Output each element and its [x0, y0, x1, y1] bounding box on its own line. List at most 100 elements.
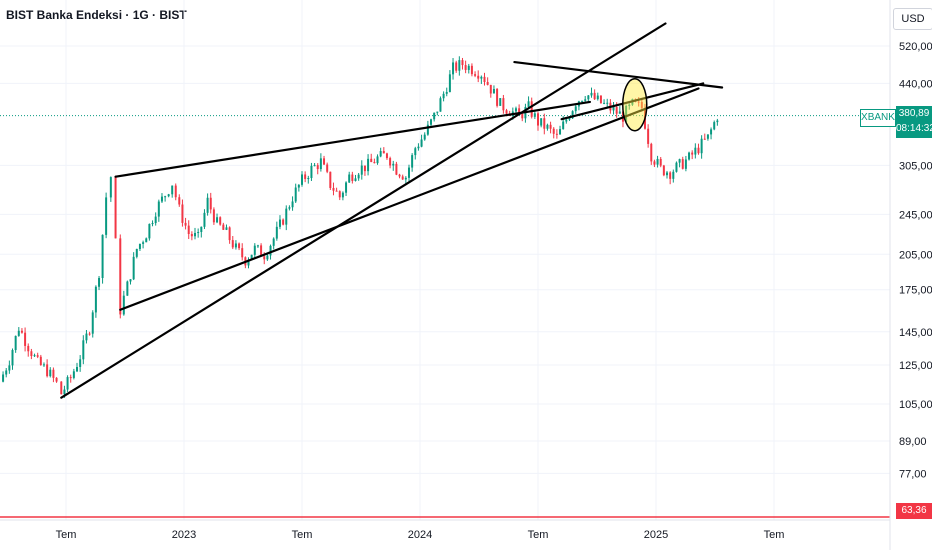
- candle-body: [187, 225, 190, 235]
- currency-selector[interactable]: USD: [893, 8, 932, 30]
- candle-body: [496, 89, 499, 106]
- candle-body: [310, 165, 313, 179]
- candle-body: [675, 162, 678, 172]
- candle-body: [565, 119, 568, 122]
- candle-body: [647, 128, 650, 144]
- price-axis[interactable]: 520,00 440,00 305,00 245,00 205,00 175,00 145,…: [889, 0, 932, 550]
- candle-body: [650, 143, 653, 162]
- candle-body: [716, 120, 719, 123]
- y-tick-label: 305,00: [899, 160, 932, 172]
- candle-body: [20, 330, 23, 333]
- candle-body: [593, 92, 596, 100]
- candle-body: [430, 119, 433, 125]
- candle-body: [357, 174, 360, 179]
- candle-body: [60, 381, 63, 395]
- candle-body: [297, 184, 300, 188]
- candle-body: [618, 111, 621, 114]
- candle-body: [694, 147, 697, 155]
- chart-title: BIST Banka Endeksi · 1G · BIST: [6, 8, 187, 22]
- candle-body: [653, 161, 656, 165]
- candle-body: [157, 201, 160, 217]
- candle-body: [11, 350, 14, 366]
- candle-body: [373, 162, 376, 164]
- candle-body: [606, 102, 609, 104]
- candle-body: [640, 101, 643, 108]
- candle-body: [154, 216, 157, 224]
- candle-body: [615, 107, 618, 114]
- candle-body: [706, 134, 709, 139]
- candle-body: [178, 197, 181, 205]
- candle-body: [222, 224, 225, 230]
- candle-body: [555, 133, 558, 135]
- x-tick-label: 2025: [644, 529, 668, 541]
- candle-body: [543, 118, 546, 129]
- candle-body: [385, 153, 388, 159]
- y-tick-label: 245,00: [899, 209, 932, 221]
- x-tick-label: Tem: [56, 529, 77, 541]
- candle-body: [448, 74, 451, 92]
- candle-body: [72, 371, 75, 378]
- candle-body: [167, 194, 170, 197]
- candle-body: [533, 113, 536, 117]
- candle-body: [502, 98, 505, 111]
- candle-body: [574, 106, 577, 112]
- candle-body: [197, 232, 200, 234]
- candle-body: [206, 197, 209, 213]
- candle-body: [423, 134, 426, 140]
- candle-body: [301, 174, 303, 185]
- candle-body: [5, 370, 8, 375]
- last-price-badge: 380,89 08:14:32: [896, 106, 932, 138]
- candle-body: [666, 172, 669, 176]
- candle-body: [8, 365, 11, 371]
- candle-body: [55, 377, 58, 382]
- y-tick-label: 205,00: [899, 249, 932, 261]
- candle-body: [260, 245, 263, 257]
- candle-body: [691, 152, 694, 155]
- candle-body: [203, 212, 206, 227]
- trendlines: [60, 22, 724, 399]
- candle-body: [304, 174, 307, 179]
- candle-body: [407, 167, 410, 178]
- candle-body: [247, 259, 250, 266]
- candle-body: [637, 101, 640, 103]
- candle-body: [174, 185, 177, 198]
- candle-body: [228, 227, 231, 241]
- candle-body: [241, 248, 244, 258]
- candle-body: [291, 201, 294, 208]
- candle-body: [348, 174, 351, 183]
- candle-body: [395, 163, 398, 175]
- candle-body: [458, 60, 461, 71]
- candle-body: [332, 187, 335, 191]
- candle-body: [404, 177, 407, 180]
- candle-body: [184, 222, 187, 226]
- candle-body: [376, 156, 379, 164]
- candle-body: [219, 217, 222, 225]
- candle-body: [52, 369, 55, 378]
- candle-body: [253, 245, 256, 255]
- y-tick-label: 440,00: [899, 78, 932, 90]
- highlight-ellipse: [622, 77, 648, 132]
- candle-body: [392, 163, 395, 166]
- candle-body: [474, 74, 477, 76]
- candle-body: [521, 113, 524, 119]
- x-tick-label: 2023: [172, 529, 196, 541]
- candle-body: [24, 332, 27, 346]
- candle-body: [30, 351, 33, 357]
- candle-body: [599, 95, 602, 104]
- trendline: [560, 82, 705, 121]
- candle-body: [571, 111, 574, 119]
- time-axis[interactable]: Tem 2023 Tem 2024 Tem 2025 Tem: [0, 519, 890, 541]
- candle-body: [200, 226, 203, 233]
- candle-body: [360, 165, 363, 175]
- candle-body: [335, 190, 338, 192]
- candle-body: [148, 223, 151, 239]
- candle-body: [250, 254, 253, 260]
- candle-body: [69, 377, 72, 379]
- y-tick-label: 175,00: [899, 285, 932, 297]
- candle-body: [313, 165, 316, 167]
- candle-body: [138, 243, 141, 249]
- candle-body: [710, 129, 713, 135]
- candle-body: [164, 196, 167, 198]
- candle-body: [294, 187, 297, 202]
